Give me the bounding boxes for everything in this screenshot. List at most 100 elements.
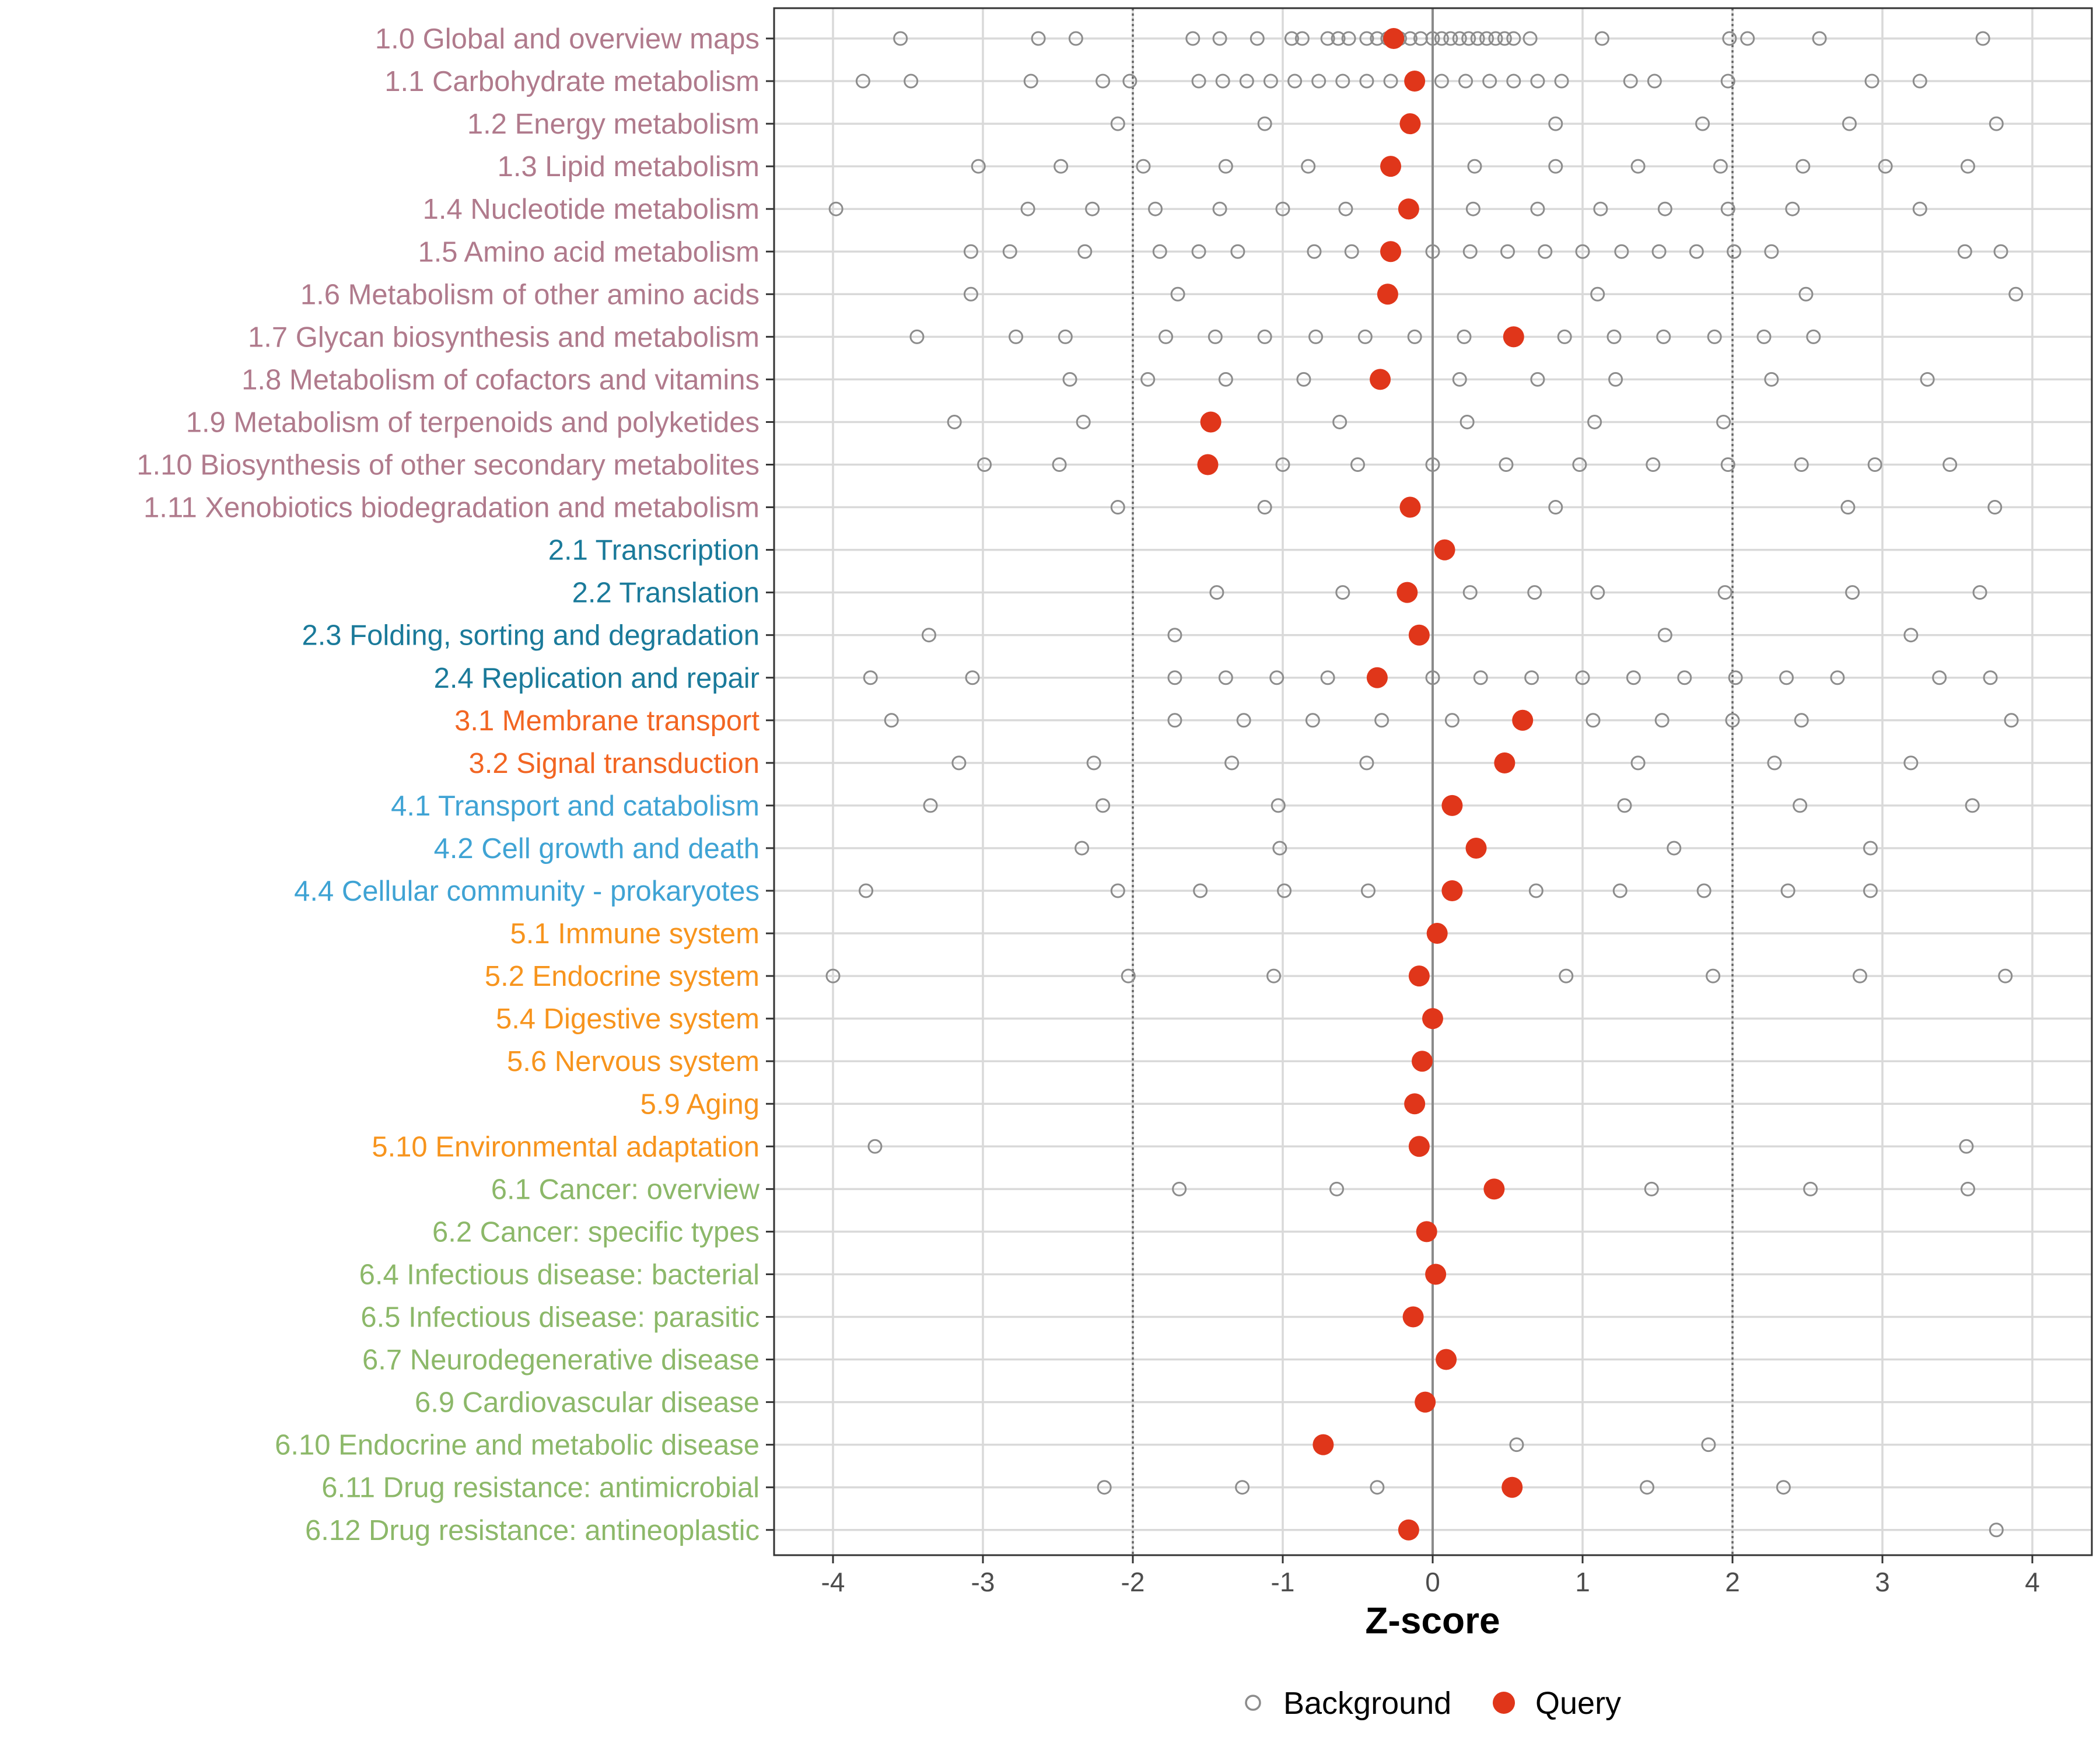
background-point — [1452, 31, 1467, 46]
background-point — [1359, 74, 1374, 89]
background-point — [1062, 372, 1077, 387]
background-point — [1764, 372, 1779, 387]
background-point — [1461, 31, 1476, 46]
background-point — [1707, 329, 1722, 344]
background-point — [1335, 585, 1350, 600]
background-point — [1590, 585, 1605, 600]
category-label: 6.9 Cardiovascular disease — [415, 1387, 760, 1419]
background-point — [2004, 713, 2019, 728]
query-point — [1503, 326, 1524, 348]
background-point — [1425, 670, 1440, 685]
background-point — [859, 883, 874, 898]
background-point — [909, 329, 925, 344]
background-point — [1002, 244, 1017, 259]
background-point — [1467, 159, 1482, 174]
background-point — [825, 968, 841, 984]
category-label: 6.5 Infectious disease: parasitic — [360, 1302, 760, 1334]
background-point — [1235, 1480, 1250, 1495]
background-point — [1341, 31, 1356, 46]
category-label: 1.3 Lipid metabolism — [498, 151, 760, 183]
x-tick-label: 4 — [2025, 1567, 2040, 1597]
background-point — [1167, 670, 1182, 685]
x-tick-label: -2 — [1121, 1567, 1145, 1597]
background-point — [1740, 31, 1755, 46]
background-point — [1215, 74, 1230, 89]
background-point — [1360, 883, 1376, 898]
background-point — [1452, 372, 1467, 387]
query-point — [1502, 1476, 1523, 1498]
background-point — [1717, 585, 1732, 600]
background-point — [1587, 414, 1602, 429]
background-point — [1528, 883, 1544, 898]
background-point — [855, 74, 870, 89]
background-point — [1630, 755, 1646, 771]
category-label: 1.2 Energy metabolism — [467, 108, 760, 140]
background-point — [1191, 244, 1206, 259]
background-point — [1332, 414, 1348, 429]
query-point — [1396, 582, 1418, 603]
background-point — [1614, 244, 1629, 259]
category-label: 4.1 Transport and catabolism — [391, 790, 760, 822]
background-point — [1497, 31, 1512, 46]
background-point — [1575, 670, 1590, 685]
category-label: 5.4 Digestive system — [496, 1003, 760, 1035]
background-point — [1208, 329, 1223, 344]
background-point — [1767, 755, 1782, 771]
category-label: 1.10 Biosynthesis of other secondary met… — [136, 450, 760, 481]
query-point — [1465, 837, 1487, 859]
background-point — [1209, 585, 1224, 600]
background-point — [1329, 1181, 1345, 1196]
background-point — [1863, 883, 1878, 898]
category-label: 5.1 Immune system — [510, 918, 760, 950]
background-point — [1983, 670, 1998, 685]
background-point — [1277, 883, 1292, 898]
background-point — [1482, 74, 1497, 89]
background-point — [1473, 670, 1488, 685]
background-point — [1554, 74, 1569, 89]
category-label: 5.10 Environmental adaptation — [372, 1131, 760, 1163]
background-point — [971, 159, 986, 174]
background-point — [1640, 1480, 1655, 1495]
background-point — [828, 201, 844, 216]
background-point — [1785, 201, 1800, 216]
background-point — [1294, 31, 1310, 46]
background-point — [1407, 329, 1422, 344]
background-point — [1097, 1480, 1112, 1495]
background-point — [1218, 670, 1233, 685]
background-point — [1794, 713, 1809, 728]
x-tick-label: -4 — [821, 1567, 845, 1597]
background-point — [1756, 329, 1772, 344]
background-point — [1357, 329, 1373, 344]
legend-background-label: Background — [1283, 1686, 1451, 1721]
background-point — [1488, 31, 1503, 46]
background-point — [1500, 244, 1515, 259]
background-point — [1506, 74, 1521, 89]
background-point — [1076, 414, 1091, 429]
background-point — [1296, 372, 1311, 387]
background-point — [1593, 201, 1608, 216]
background-point — [1236, 713, 1251, 728]
x-tick-label: 2 — [1725, 1567, 1740, 1597]
query-point — [1366, 667, 1388, 688]
x-tick-label: 1 — [1575, 1567, 1590, 1597]
background-point — [1479, 31, 1494, 46]
background-point — [1074, 841, 1090, 856]
background-point — [1943, 457, 1958, 472]
category-label: 6.11 Drug resistance: antimicrobial — [321, 1472, 760, 1504]
background-point — [1136, 159, 1151, 174]
background-point — [1320, 31, 1335, 46]
background-point — [1575, 244, 1590, 259]
background-point — [1193, 883, 1208, 898]
category-label: 3.1 Membrane transport — [454, 705, 760, 737]
background-point — [1987, 500, 2003, 515]
category-label: 1.6 Metabolism of other amino acids — [300, 279, 760, 310]
background-point — [1335, 74, 1350, 89]
category-labels: 1.0 Global and overview maps 1.1 Carbohyd… — [136, 23, 774, 1546]
background-point — [1548, 116, 1563, 131]
background-point — [1230, 244, 1245, 259]
background-point — [1085, 201, 1100, 216]
query-point — [1312, 1434, 1334, 1455]
background-point — [1287, 74, 1303, 89]
background-point — [1269, 670, 1284, 685]
background-point — [1764, 244, 1779, 259]
